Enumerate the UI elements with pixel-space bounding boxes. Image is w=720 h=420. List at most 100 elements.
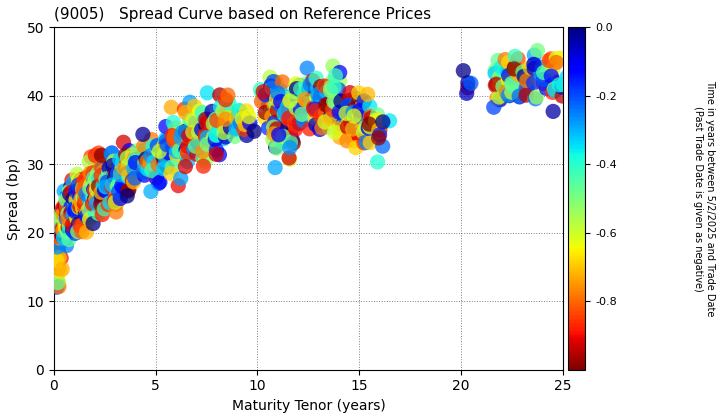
Point [304, 126, 315, 132]
Point [267, 79, 279, 86]
Point [538, 80, 549, 87]
Point [311, 94, 323, 101]
Point [374, 126, 386, 133]
Point [348, 120, 359, 126]
Point [297, 117, 309, 124]
Point [283, 107, 294, 113]
Point [307, 105, 319, 111]
Point [320, 83, 332, 90]
Point [96, 164, 108, 171]
Point [503, 72, 514, 79]
Point [73, 191, 85, 198]
Point [128, 165, 140, 172]
Point [269, 164, 281, 171]
Point [174, 143, 186, 150]
Point [169, 124, 181, 131]
Point [54, 223, 66, 229]
Point [348, 106, 359, 113]
Point [70, 209, 81, 215]
Point [295, 86, 307, 92]
Point [279, 111, 290, 118]
Point [212, 118, 224, 125]
Point [65, 210, 76, 217]
Point [197, 148, 209, 155]
Point [313, 98, 325, 105]
Point [264, 74, 276, 81]
Point [340, 110, 351, 117]
Point [66, 226, 77, 233]
Point [561, 74, 572, 81]
Point [90, 196, 102, 202]
Point [58, 188, 70, 194]
Point [102, 201, 114, 208]
Point [81, 174, 92, 181]
Point [324, 103, 336, 110]
Point [120, 151, 132, 158]
Point [321, 89, 333, 95]
Point [69, 209, 81, 216]
Point [73, 220, 84, 227]
Point [76, 228, 88, 235]
Point [272, 113, 284, 120]
Text: (9005)   Spread Curve based on Reference Prices: (9005) Spread Curve based on Reference P… [54, 7, 431, 22]
Point [301, 83, 312, 90]
Point [54, 223, 66, 230]
Point [60, 242, 72, 249]
Point [297, 92, 308, 99]
Point [86, 200, 97, 207]
Point [77, 185, 89, 192]
Point [61, 229, 73, 236]
Point [239, 121, 251, 128]
Point [123, 147, 135, 154]
Point [235, 108, 246, 115]
Point [300, 81, 312, 87]
Point [89, 187, 100, 194]
Point [538, 76, 549, 83]
Point [557, 84, 568, 90]
Point [84, 194, 95, 200]
Point [80, 191, 91, 197]
Point [200, 116, 212, 123]
Point [211, 147, 222, 153]
Point [328, 116, 340, 123]
Point [83, 206, 94, 213]
Point [358, 129, 369, 136]
Point [490, 82, 501, 89]
Point [161, 137, 172, 144]
Point [535, 71, 546, 77]
Point [357, 124, 369, 131]
Point [91, 186, 103, 192]
Point [309, 115, 320, 121]
Point [557, 93, 568, 100]
Point [81, 208, 92, 215]
Point [82, 198, 94, 205]
Point [60, 208, 72, 215]
Point [78, 186, 90, 193]
Point [284, 115, 295, 121]
Point [102, 183, 113, 189]
Point [514, 94, 526, 100]
Point [521, 69, 533, 76]
Point [256, 90, 268, 97]
Point [211, 132, 222, 139]
Point [120, 167, 131, 174]
Point [82, 207, 94, 214]
Point [268, 100, 279, 107]
Point [289, 89, 300, 95]
Point [192, 139, 204, 146]
Point [53, 234, 65, 240]
Point [73, 189, 84, 195]
Point [326, 103, 338, 110]
Point [266, 113, 278, 120]
Point [291, 99, 302, 105]
Point [187, 129, 199, 135]
Point [494, 97, 505, 103]
Point [71, 196, 82, 203]
Point [95, 172, 107, 179]
Point [75, 176, 86, 183]
Point [220, 134, 231, 140]
Point [94, 183, 106, 189]
Point [214, 92, 225, 98]
Point [498, 70, 509, 77]
Point [373, 126, 384, 133]
